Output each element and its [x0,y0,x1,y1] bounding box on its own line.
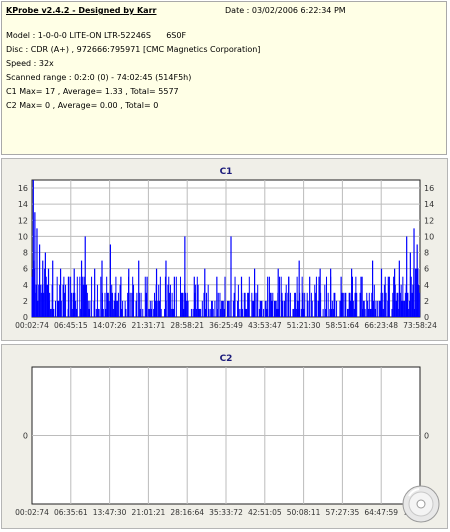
disc-info: Disc : CDR (A+) , 972666:795971 [CMC Mag… [6,45,261,54]
x-tick-label: 35:33:72 [209,508,243,517]
x-tick-label: 00:02:74 [15,321,49,330]
x-tick-label: 21:01:21 [132,508,166,517]
y-tick-label-left: 4 [23,281,28,290]
x-tick-label: 14:07:26 [93,321,127,330]
c2-chart-panel: C2 0 0 00:02:74 06:35:61 13:47:30 21:01:21 28:1… [1,344,448,529]
x-tick-label: 42:51:05 [248,508,282,517]
y-tick-label-right: 8 [424,249,429,258]
y-tick-label-right: 12 [424,216,434,225]
c1-error-bars [31,260,421,317]
chart-title-1: C2 [220,354,233,364]
scan-date: Date : 03/02/2006 6:22:34 PM [225,6,346,15]
y-tick-label-right: 4 [424,281,429,290]
x-tick-label: 43:53:47 [248,321,282,330]
x-tick-label: 73:58:24 [403,321,437,330]
x-tick-label: 21:31:71 [132,321,166,330]
c1-chart: C1 0 0 2 2 4 4 6 6 8 8 10 10 12 12 14 14 16 16 00:02:74 06:4… [15,167,437,330]
scanned-range: Scanned range : 0:2:0 (0) - 74:02:45 (51… [6,73,192,82]
y-tick-label-right: 0 [424,313,429,322]
y-tick-label-right: 2 [424,297,429,306]
x-tick-label: 50:08:11 [287,508,321,517]
app-title: KProbe v2.4.2 - Designed by Karr [6,6,157,15]
y-tick-label-left: 16 [18,184,28,193]
y-tick-label-left: 6 [23,265,28,274]
scan-speed: Speed : 32x [6,59,54,68]
c1-stats: C1 Max= 17 , Average= 1.33 , Total= 5577 [6,87,179,96]
y-tick-label-left: 0 [23,313,28,322]
y-tick-label-left: 12 [18,216,28,225]
x-tick-label: 58:51:64 [326,321,360,330]
y-tick-label-left: 8 [23,249,28,258]
x-tick-label: 66:23:48 [364,321,398,330]
y-tick-label-right: 0 [424,432,429,441]
c2-stats: C2 Max= 0 , Average= 0.00 , Total= 0 [6,101,159,110]
x-tick-label: 28:58:21 [170,321,204,330]
x-tick-label: 36:25:49 [209,321,243,330]
disc-icon [402,485,440,523]
y-tick-label-right: 14 [424,200,434,209]
x-tick-label: 13:47:30 [93,508,127,517]
y-tick-label-right: 10 [424,232,434,241]
y-tick-label-left: 10 [18,232,28,241]
x-tick-label: 51:21:30 [287,321,321,330]
x-tick-label: 06:35:61 [54,508,88,517]
y-tick-label-right: 6 [424,265,429,274]
x-tick-label: 57:27:35 [326,508,360,517]
x-tick-label: 28:16:64 [170,508,204,517]
x-tick-label: 00:02:74 [15,508,49,517]
y-tick-label-left: 2 [23,297,28,306]
y-tick-label-right: 16 [424,184,434,193]
chart-title-0: C1 [220,167,233,177]
c1-chart-panel: C1 0 0 2 2 4 4 6 6 8 8 10 10 12 12 14 14 16 16 00:02:74 06:4… [1,158,448,341]
x-tick-label: 64:47:59 [364,508,398,517]
c2-chart: C2 0 0 00:02:74 06:35:61 13:47:30 21:01:21 28:1… [15,354,437,517]
y-tick-label-left: 14 [18,200,28,209]
info-panel: KProbe v2.4.2 - Designed by Karr Date : … [1,1,447,155]
y-tick-label-left: 0 [23,432,28,441]
drive-model: Model : 1-0-0-0 LITE-ON LTR-52246S 6S0F [6,31,187,40]
x-tick-label: 06:45:15 [54,321,88,330]
